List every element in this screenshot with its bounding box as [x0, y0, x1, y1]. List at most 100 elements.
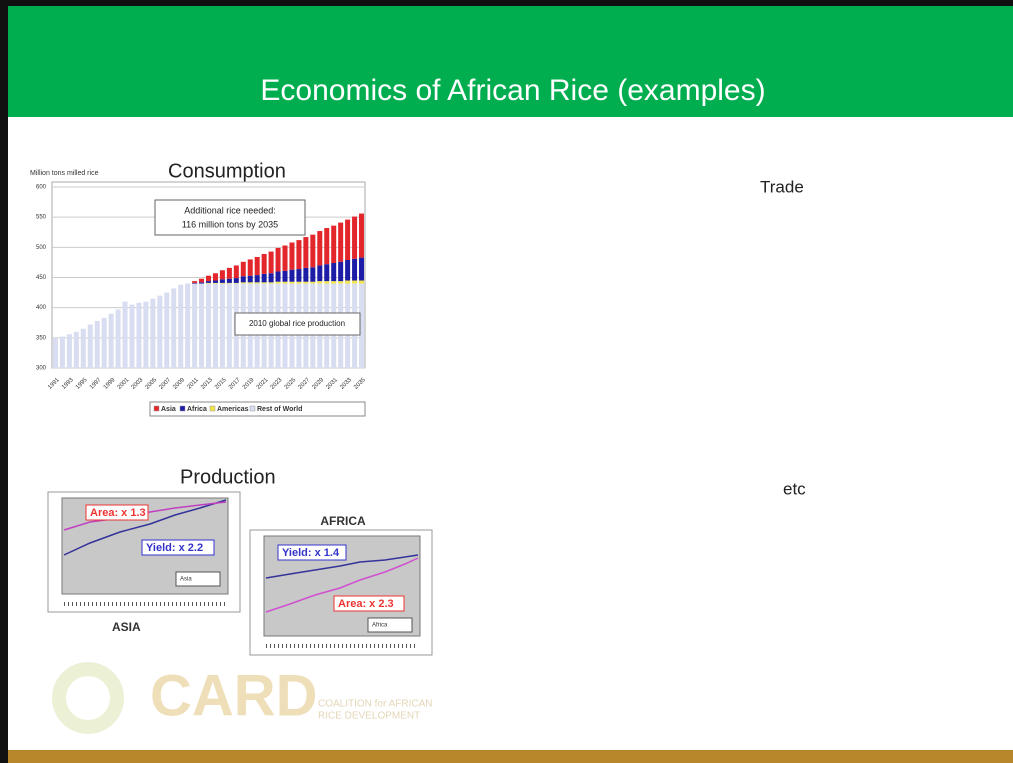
label-box	[277, 544, 347, 561]
bar-segment	[345, 280, 351, 284]
legend-box	[367, 617, 413, 633]
bar-segment	[275, 247, 281, 272]
bar-segment	[303, 267, 309, 282]
legend-swatch	[179, 405, 186, 412]
bar-segment	[80, 328, 86, 368]
bar-segment	[289, 242, 295, 270]
bar-segment	[352, 216, 358, 259]
yield-label: Yield: x 2.2	[146, 542, 203, 554]
bar-segment	[219, 283, 225, 368]
y-axis-label: Million tons milled rice	[30, 170, 99, 177]
bar-segment	[254, 282, 260, 284]
y-tick-label: 600	[36, 185, 47, 191]
bar-segment	[324, 264, 330, 282]
chart-title: Consumption	[168, 160, 286, 182]
bar-segment	[317, 265, 323, 282]
bar-segment	[143, 301, 149, 368]
bar-segment	[310, 281, 316, 284]
yield-line	[265, 554, 419, 579]
annotation: 116 million tons by 2035	[182, 219, 278, 229]
bar-segment	[338, 222, 344, 262]
bar-segment	[268, 282, 274, 284]
header-band	[8, 6, 1013, 117]
logo-emblem-inner	[66, 676, 110, 720]
bar-segment	[261, 282, 267, 284]
production-title: Production	[180, 466, 276, 488]
legend-label: Asia	[180, 577, 192, 583]
bar-segment	[240, 282, 246, 284]
bar-segment	[233, 282, 239, 284]
bar-segment	[359, 283, 365, 368]
annotation: 2010 global rice production	[249, 319, 345, 328]
bar-segment	[59, 336, 65, 368]
annotation-box	[154, 199, 306, 236]
bar-segment	[345, 219, 351, 261]
label-box	[141, 539, 215, 556]
bar-segment	[192, 281, 198, 283]
bar-segment	[317, 281, 323, 284]
bar-segment	[226, 267, 232, 279]
bar-segment	[296, 281, 302, 284]
bar-segment	[212, 280, 218, 283]
bar-segment	[115, 309, 121, 368]
bar-segment	[192, 283, 198, 368]
asia-chart: Area: x 1.3 Yield: x 2.2 Asia ASIA	[47, 491, 241, 634]
africa-chart: AFRICA Yield: x 1.4 Area: x 2.3 Africa	[249, 514, 433, 656]
legend-label: Rest of World	[257, 406, 302, 413]
y-tick-label: 300	[36, 366, 47, 372]
bar-segment	[310, 234, 316, 268]
bar-segment	[185, 283, 191, 368]
bar-segment	[233, 278, 239, 283]
yield-label: Yield: x 1.4	[282, 547, 340, 559]
bar-segment	[275, 271, 281, 282]
bar-segment	[254, 275, 260, 283]
bar-segment	[178, 284, 184, 368]
y-tick-label: 500	[36, 245, 47, 251]
bar-segment	[282, 245, 288, 271]
legend-swatch	[249, 405, 256, 412]
etc-text: etc	[783, 479, 806, 498]
area-line	[265, 557, 419, 613]
bar-segment	[212, 273, 218, 281]
legend-label: Africa	[187, 406, 207, 413]
bar-segment	[240, 261, 246, 277]
bar-segment	[199, 283, 205, 368]
bar-segment	[219, 270, 225, 280]
legend-label: Asia	[161, 406, 176, 413]
bar-segment	[199, 278, 205, 283]
bar-segment	[310, 267, 316, 282]
legend-box	[175, 571, 221, 587]
bar-segment	[289, 269, 295, 282]
legend-frame	[149, 401, 366, 417]
bar-segment	[331, 225, 337, 264]
label-box	[333, 595, 405, 612]
logo-line1: COALITION for AFRICAN	[318, 699, 432, 710]
area-line	[63, 501, 227, 531]
annotation: Additional rice needed:	[184, 205, 276, 215]
bar-segment	[205, 281, 212, 283]
area-label: Area: x 2.3	[338, 598, 394, 610]
asia-label: ASIA	[112, 620, 141, 634]
bar-segment	[359, 257, 365, 281]
bar-segment	[226, 282, 232, 284]
bar-segment	[268, 251, 274, 274]
bar-segment	[359, 280, 365, 284]
bar-segment	[136, 302, 142, 368]
bar-segment	[359, 213, 365, 258]
bar-segment	[282, 270, 288, 282]
bar-segment	[324, 228, 330, 265]
bar-segment	[150, 298, 156, 368]
bar-segment	[226, 283, 232, 368]
bar-segment	[296, 240, 302, 270]
left-frame	[0, 0, 8, 763]
logo-emblem	[52, 662, 124, 734]
logo-line2: RICE DEVELOPMENT	[318, 711, 420, 722]
bar-segment	[296, 269, 302, 282]
bar-segment	[219, 282, 225, 284]
bar-segment	[226, 278, 232, 283]
bar-segment	[331, 281, 337, 284]
bar-segment	[205, 283, 212, 368]
top-frame	[0, 0, 1013, 6]
bar-segment	[324, 281, 330, 284]
